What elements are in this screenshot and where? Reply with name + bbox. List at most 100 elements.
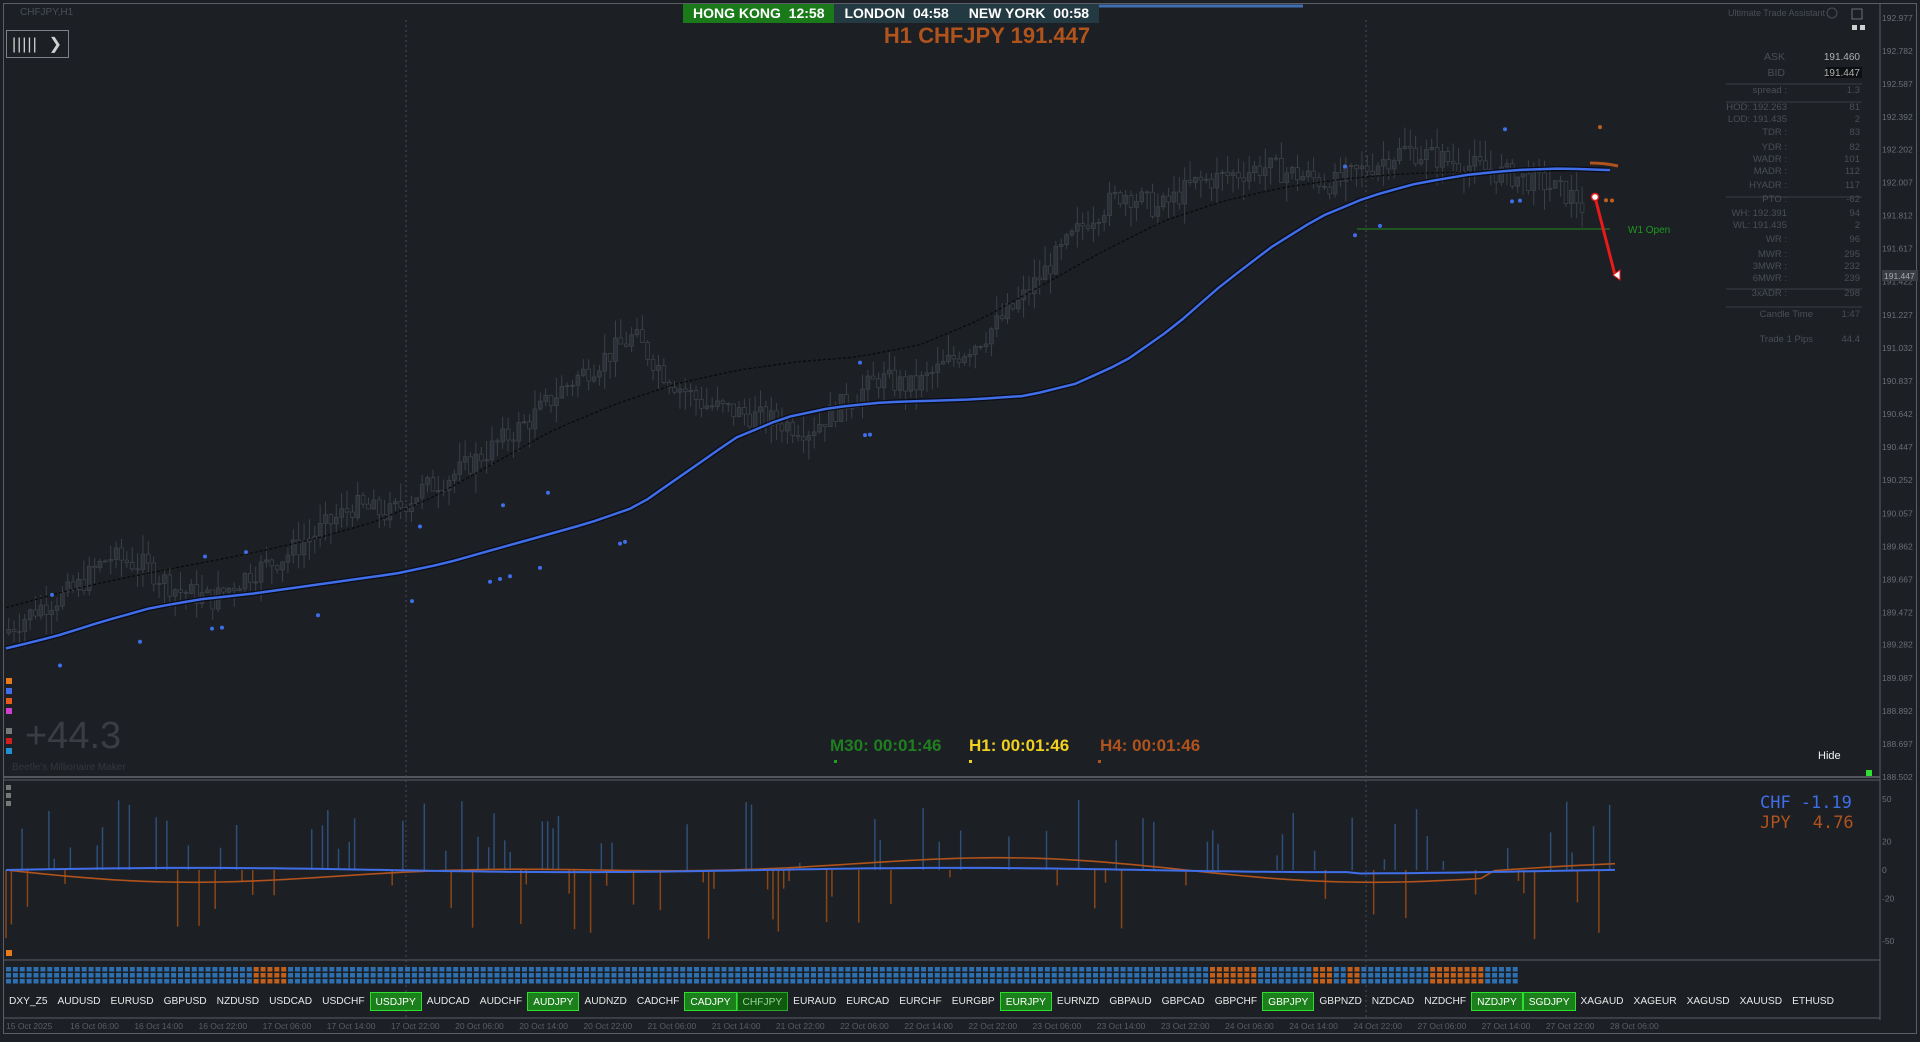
candle-body <box>1569 190 1574 205</box>
price-axis-label: 191.227 <box>1882 310 1913 320</box>
candle-body <box>1279 157 1284 183</box>
candle-body <box>33 609 38 617</box>
symbol-eurcad[interactable]: EURCAD <box>846 996 890 1007</box>
heat-cell <box>1423 979 1429 984</box>
candle-body <box>844 393 849 410</box>
heat-cell <box>267 973 273 978</box>
heat-cell <box>184 973 190 978</box>
heat-cell <box>866 973 871 978</box>
symbol-sgdjpy[interactable]: SGDJPY <box>1522 992 1576 1011</box>
heat-cell <box>700 973 706 978</box>
heat-cell <box>1203 979 1209 984</box>
symbol-audcad[interactable]: AUDCAD <box>426 996 470 1007</box>
candle-body <box>1327 186 1332 195</box>
heat-cell <box>1203 973 1209 978</box>
time-axis-label: 28 Oct 06:00 <box>1610 1021 1659 1031</box>
symbol-eurnzd[interactable]: EURNZD <box>1056 996 1100 1007</box>
scroll-icon[interactable] <box>1852 25 1857 30</box>
heat-cell <box>418 967 424 972</box>
symbol-chfjpy[interactable]: CHFJPY <box>736 992 789 1011</box>
symbol-xauusd[interactable]: XAUUSD <box>1739 996 1783 1007</box>
candle-body <box>339 508 344 518</box>
heat-cell <box>1457 979 1463 984</box>
panel-toggle-button[interactable]: ||||| ❯ <box>6 30 69 58</box>
hide-button[interactable]: Hide <box>1818 750 1841 762</box>
candle-body <box>538 400 543 410</box>
symbol-audchf[interactable]: AUDCHF <box>479 996 523 1007</box>
symbol-nzdjpy[interactable]: NZDJPY <box>1471 992 1523 1011</box>
signal-dot <box>618 541 622 546</box>
symbol-xagaud[interactable]: XAGAUD <box>1580 996 1624 1007</box>
heat-cell <box>1141 979 1147 984</box>
info-value: 94 <box>1849 208 1860 219</box>
symbol-cadjpy[interactable]: CADJPY <box>684 992 737 1011</box>
heat-cell <box>515 967 521 972</box>
symbol-audjpy[interactable]: AUDJPY <box>527 992 580 1011</box>
heat-cell <box>590 979 596 984</box>
scroll-icon-2[interactable] <box>1860 25 1865 30</box>
symbol-ethusd[interactable]: ETHUSD <box>1792 996 1834 1007</box>
heat-cell <box>446 979 452 984</box>
symbol-gbpjpy[interactable]: GBPJPY <box>1262 992 1315 1011</box>
heat-cell <box>343 979 349 984</box>
assistant-info-icon[interactable] <box>1826 7 1838 19</box>
candle-body <box>1413 147 1418 165</box>
heat-cell <box>982 973 988 978</box>
time-axis-label: 27 Oct 14:00 <box>1482 1021 1531 1031</box>
symbol-gbpnzd[interactable]: GBPNZD <box>1319 996 1362 1007</box>
heat-cell <box>1320 979 1326 984</box>
session-newyork: NEW YORK 00:58 <box>958 4 1100 23</box>
time-axis-label: 27 Oct 06:00 <box>1418 1021 1467 1031</box>
candle-body <box>1112 192 1118 194</box>
symbol-eurgbp[interactable]: EURGBP <box>951 996 995 1007</box>
symbol-audusd[interactable]: AUDUSD <box>57 996 101 1007</box>
candle-body <box>930 371 935 374</box>
symbol-eurchf[interactable]: EURCHF <box>899 996 942 1007</box>
symbol-eurusd[interactable]: EURUSD <box>110 996 154 1007</box>
heat-cell <box>604 979 610 984</box>
symbol-nzdchf[interactable]: NZDCHF <box>1424 996 1467 1007</box>
symbol-dxy-z5[interactable]: DXY_Z5 <box>9 996 48 1007</box>
symbol-gbpusd[interactable]: GBPUSD <box>163 996 207 1007</box>
heat-cell <box>1154 979 1160 984</box>
heat-cell <box>1044 973 1050 978</box>
close-icon[interactable] <box>1851 8 1863 20</box>
heat-cell <box>1251 979 1257 984</box>
symbol-usdcad[interactable]: USDCAD <box>269 996 313 1007</box>
symbol-audnzd[interactable]: AUDNZD <box>584 996 627 1007</box>
symbol-cadchf[interactable]: CADCHF <box>636 996 680 1007</box>
symbol-euraud[interactable]: EURAUD <box>793 996 837 1007</box>
heat-cell <box>989 979 995 984</box>
symbol-gbpaud[interactable]: GBPAUD <box>1109 996 1152 1007</box>
candle-body <box>1504 163 1510 168</box>
symbol-usdjpy[interactable]: USDJPY <box>369 992 422 1011</box>
heat-cell <box>1278 967 1284 972</box>
symbol-gbpcad[interactable]: GBPCAD <box>1161 996 1205 1007</box>
info-label: LOD: 191.435 <box>1728 114 1787 125</box>
candle-body <box>1284 172 1290 183</box>
heat-cell <box>1382 979 1387 984</box>
heat-cell <box>1058 973 1064 978</box>
candle-body <box>371 499 377 510</box>
candle-body <box>1450 160 1456 164</box>
heat-cell <box>212 967 218 972</box>
symbol-usdchf[interactable]: USDCHF <box>322 996 365 1007</box>
symbol-nzdusd[interactable]: NZDUSD <box>216 996 260 1007</box>
candle-body <box>237 588 242 591</box>
heat-cell <box>432 967 438 972</box>
heat-cell <box>687 967 693 972</box>
time-axis-label: 23 Oct 14:00 <box>1097 1021 1146 1031</box>
heat-cell <box>1106 967 1112 972</box>
candle-body <box>296 539 301 556</box>
signal-dot <box>858 360 862 365</box>
symbol-xageur[interactable]: XAGEUR <box>1633 996 1677 1007</box>
symbol-xagusd[interactable]: XAGUSD <box>1686 996 1730 1007</box>
heat-cell <box>336 967 342 972</box>
symbol-eurjpy[interactable]: EURJPY <box>999 992 1052 1011</box>
symbol-gbpchf[interactable]: GBPCHF <box>1214 996 1258 1007</box>
heat-cell <box>556 973 562 978</box>
heat-cell <box>88 973 94 978</box>
symbol-nzdcad[interactable]: NZDCAD <box>1371 996 1415 1007</box>
heat-cell <box>948 967 954 972</box>
